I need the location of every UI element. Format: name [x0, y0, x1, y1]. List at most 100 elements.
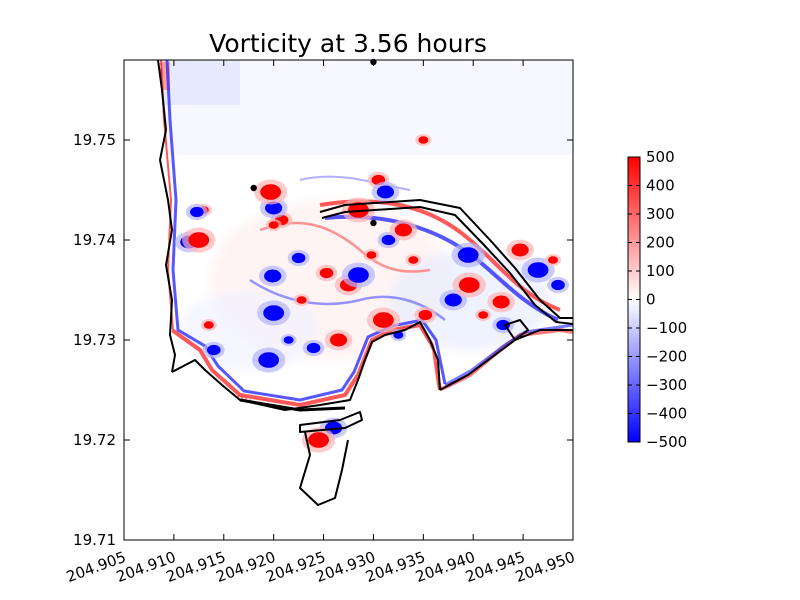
eddy-positive [405, 254, 422, 266]
plot-area [123, 58, 574, 541]
north-breakwater-outer [319, 199, 573, 319]
marker-point [370, 219, 377, 227]
eddy-core [511, 243, 529, 257]
eddy-negative [257, 300, 291, 326]
eddy-negative [302, 339, 325, 357]
eddy-core [458, 277, 480, 293]
eddy-core [478, 311, 489, 319]
y-tick-label: 19.75 [73, 131, 116, 149]
eddy-core [283, 336, 294, 344]
eddy-positive [452, 272, 486, 298]
eddy-core [265, 201, 283, 215]
eddy-core [190, 206, 204, 218]
eddy-core [306, 342, 321, 354]
south-coastline [171, 321, 441, 411]
eddy-positive [363, 249, 380, 261]
swirl-filament-b [249, 278, 446, 321]
colorbar-tick-label: −100 [646, 319, 687, 337]
eddy-layer [175, 134, 569, 453]
eddy-core [207, 344, 221, 356]
eddy-positive [414, 306, 437, 324]
y-tick-label: 19.74 [73, 231, 116, 249]
eddy-positive [293, 294, 310, 306]
eddy-positive [487, 291, 515, 313]
eddy-positive [200, 319, 217, 331]
inlet-coastline [299, 431, 349, 506]
west-land-mask [124, 60, 172, 376]
eddy-core [264, 269, 282, 283]
y-tick-label: 19.73 [73, 331, 116, 349]
southern-jetty [299, 411, 363, 433]
eddy-negative [341, 262, 376, 288]
eddy-core [268, 221, 279, 229]
colorbar-tick-label: −200 [646, 348, 687, 366]
eddy-core [263, 305, 285, 321]
west-coastline [157, 60, 176, 373]
eddy-negative [252, 347, 286, 373]
eddy-negative [202, 341, 225, 359]
eddy-positive [182, 227, 216, 253]
eddy-positive [366, 307, 401, 333]
colorbar-ticks: 500 400 300 200 100 0 −100 −200 −300 −400 −500 [628, 148, 687, 451]
y-axis: 19.71 19.72 19.73 19.74 19.75 [73, 131, 573, 549]
eddy-positive [254, 179, 288, 205]
eddy-core [373, 312, 394, 328]
colorbar-tick-label: −300 [646, 376, 687, 394]
eddy-core [366, 251, 377, 259]
eddy-core [203, 321, 214, 329]
eddy-positive [315, 264, 338, 282]
eddy-core [418, 309, 433, 321]
eddy-core [418, 136, 429, 144]
colorbar-tick-label: 500 [646, 148, 675, 166]
eddy-core [548, 256, 559, 264]
eddy-positive [475, 309, 492, 321]
eddy-core [329, 333, 348, 347]
eddy-positive [506, 239, 534, 261]
colorbar-tick-label: −400 [646, 405, 687, 423]
marker-point [250, 184, 257, 192]
eddy-core [348, 267, 369, 283]
eddy-core [381, 234, 396, 246]
eddy-core [291, 252, 306, 264]
colorbar-tick-label: 300 [646, 205, 675, 223]
y-tick-label: 19.71 [73, 531, 116, 549]
coastal-shear-blue [165, 60, 447, 402]
eddy-negative [547, 276, 569, 294]
eddy-negative [185, 203, 208, 221]
colorbar-tick-label: 100 [646, 262, 675, 280]
eddy-core [319, 267, 334, 279]
eddy-positive [415, 134, 432, 146]
eddy-positive [265, 219, 282, 231]
eddy-positive [389, 219, 418, 241]
eddy-core [527, 262, 549, 278]
eddy-core [492, 295, 510, 309]
eddy-core [376, 185, 395, 199]
eddy-negative [280, 334, 297, 346]
y-tick-label: 19.72 [73, 431, 116, 449]
eddy-negative [521, 257, 555, 283]
eddy-core [457, 247, 479, 263]
eddy-core [408, 256, 419, 264]
eddy-negative [258, 265, 287, 287]
south-breakwater [239, 398, 346, 412]
eddy-positive [324, 329, 353, 351]
colorbar: 500 400 300 200 100 0 −100 −200 −300 −400 −500 [627, 148, 687, 451]
eddy-negative [287, 249, 310, 267]
eddy-core [394, 223, 412, 237]
eddy-core [308, 432, 329, 448]
north-breakwater-inner [321, 206, 573, 325]
eddy-positive [301, 427, 336, 453]
colorbar-tick-label: −500 [646, 433, 687, 451]
eddy-core [296, 296, 307, 304]
colorbar-tick-label: 0 [646, 291, 656, 309]
eddy-negative [371, 181, 400, 203]
eddy-core [348, 202, 369, 218]
eddy-positive [545, 254, 562, 266]
chart-title: Vorticity at 3.56 hours [209, 29, 487, 58]
eddy-core [551, 279, 565, 291]
colorbar-tick-label: 200 [646, 234, 675, 252]
swirl-filament-c [299, 175, 411, 191]
eddy-negative [492, 316, 515, 334]
eddy-core [188, 232, 210, 248]
